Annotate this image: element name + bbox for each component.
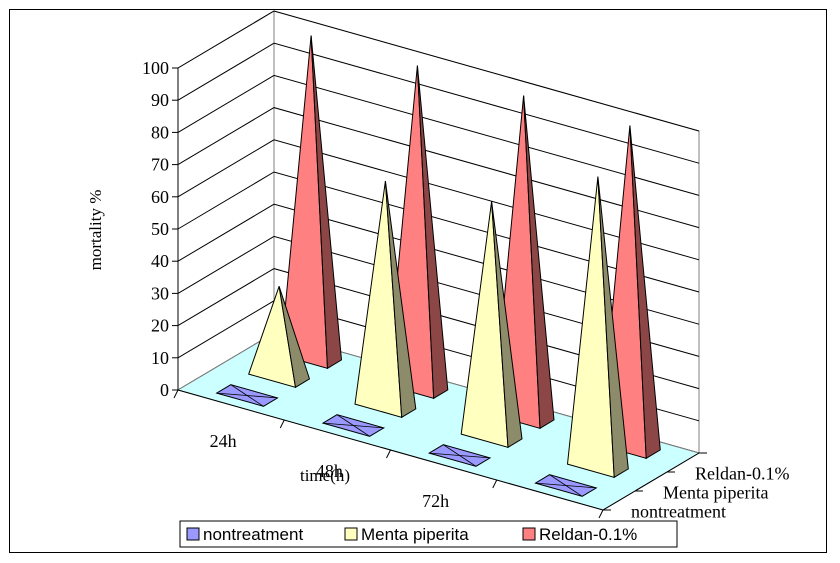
pyramid-crease (443, 444, 477, 467)
axes (172, 67, 707, 519)
y-tick-label: 60 (151, 187, 169, 207)
y-tick-label: 40 (151, 251, 169, 271)
pyramid-side-face (278, 286, 311, 389)
pyramid-side-face (597, 176, 629, 479)
legend-swatch (344, 527, 358, 541)
y-tick-label: 100 (142, 58, 169, 78)
pyramid-nontreatment-48h (321, 414, 386, 437)
pyramid-menta-piperita-48h (354, 181, 417, 419)
x-tick-mark (492, 479, 498, 489)
gridline (177, 74, 700, 196)
data-marks (215, 35, 661, 497)
x-tick-mark (598, 509, 604, 519)
gridline (177, 203, 700, 325)
legend-label: Menta piperita (361, 525, 469, 544)
x-tick-mark (173, 389, 179, 399)
pyramid-side-face (629, 125, 661, 460)
gridline (177, 107, 700, 229)
x-tick-label: 72h (422, 491, 449, 511)
gridline (177, 139, 700, 261)
gridline (177, 268, 700, 390)
legend-swatch (186, 527, 200, 541)
pyramid-menta-piperita-168h (566, 176, 629, 479)
legend-label: Reldan-0.1% (539, 525, 637, 544)
y-tick-label: 90 (151, 90, 169, 110)
legend-box (179, 520, 678, 548)
y-tick-label: 70 (151, 155, 169, 175)
pyramid-crease (549, 474, 583, 497)
gridline (177, 42, 700, 164)
depth-label: Reldan-0.1% (695, 464, 789, 484)
y-tick-label: 50 (151, 219, 169, 239)
pyramid-nontreatment-72h (427, 444, 492, 467)
x-tick-label: 24h (210, 431, 237, 451)
legend-swatch (522, 527, 536, 541)
depth-label: nontreatment (631, 502, 726, 522)
legend: nontreatment Menta piperita Reldan-0.1% (179, 520, 678, 548)
pyramid-nontreatment-24h (215, 384, 279, 407)
pyramid-menta-piperita-24h (248, 286, 311, 389)
gridline (177, 171, 700, 293)
y-tick-label: 0 (160, 380, 169, 400)
pyramid-reldan-0-1--24h (280, 35, 343, 370)
axis-labels: 010203040506070809010024h48h72h168hnontr… (142, 58, 789, 541)
pyramid-side-face (491, 201, 523, 449)
pyramid-side-face (310, 35, 343, 370)
y-tick-label: 30 (151, 283, 169, 303)
gridline (177, 10, 700, 132)
y-tick-label: 10 (151, 348, 169, 368)
y-tick-label: 80 (151, 122, 169, 142)
y-axis-title: mortality % (86, 190, 105, 271)
depth-axis-line (602, 452, 700, 511)
x-tick-label: 48h (316, 461, 343, 481)
x-tick-mark (279, 419, 285, 429)
y-tick-label: 20 (151, 316, 169, 336)
pyramid-side-face (523, 95, 555, 430)
pyramid-crease (230, 384, 264, 407)
pyramid-crease (336, 414, 370, 437)
legend-label: nontreatment (203, 525, 303, 544)
depth-label: Menta piperita (663, 483, 768, 503)
pyramid-nontreatment-168h (534, 474, 598, 497)
x-axis-title: time(h) (300, 466, 350, 485)
pyramid-side-face (384, 181, 417, 419)
x-tick-mark (386, 449, 391, 459)
pyramid-menta-piperita-72h (460, 201, 523, 449)
gridline (177, 235, 700, 357)
pyramid-side-face (416, 65, 449, 400)
